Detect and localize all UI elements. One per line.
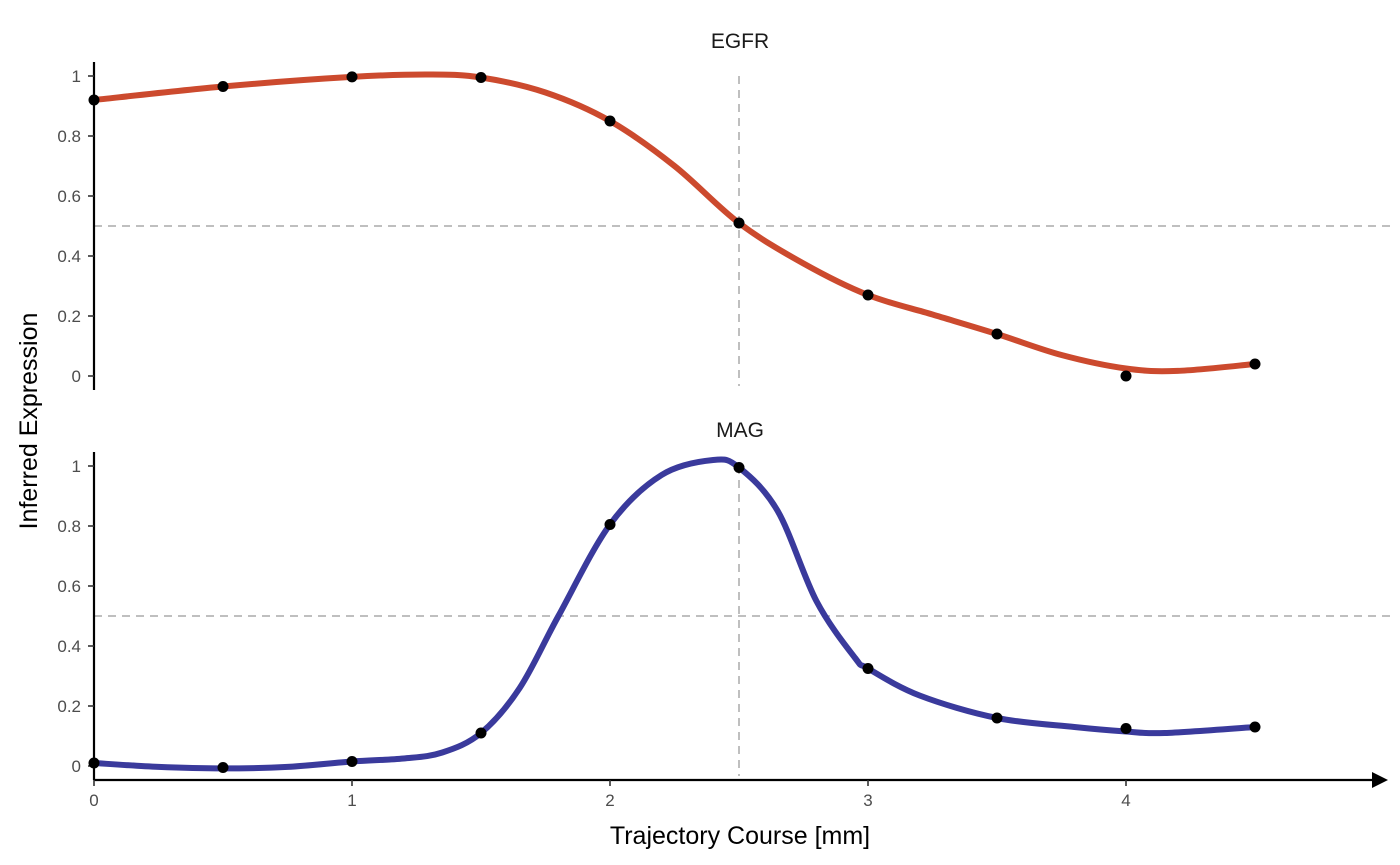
y-tick-label: 0.2 <box>57 697 81 716</box>
data-point <box>1120 723 1132 734</box>
data-point <box>862 289 874 301</box>
panel-title: EGFR <box>711 30 769 53</box>
x-axis: 0 1 2 3 4 <box>89 772 1388 810</box>
series-line-mag <box>91 456 1258 772</box>
data-point <box>733 462 745 473</box>
x-tick-label: 1 <box>347 791 356 810</box>
y-tick-label: 0.6 <box>57 187 81 206</box>
y-tick-label: 0.8 <box>57 517 81 536</box>
y-tick-label: 0.4 <box>57 247 81 266</box>
x-tick-label: 0 <box>89 791 98 810</box>
y-tick-label: 0.8 <box>57 127 81 146</box>
y-tick-label: 0 <box>72 757 81 776</box>
y-axis-title: Inferred Expression <box>15 313 43 530</box>
y-tick-label: 1 <box>72 457 81 476</box>
panel-title: MAG <box>716 419 764 442</box>
y-tick-label: 0 <box>72 367 81 386</box>
series-line-egfr <box>91 71 1258 375</box>
data-point <box>346 756 358 767</box>
data-point <box>217 762 229 773</box>
data-point <box>1249 358 1261 370</box>
data-point <box>475 72 487 83</box>
y-tick-label: 0.4 <box>57 637 81 656</box>
data-point <box>733 217 745 229</box>
data-point <box>862 663 874 674</box>
x-axis-arrow-icon <box>1372 772 1388 788</box>
x-axis-title: Trajectory Course [mm] <box>610 822 870 850</box>
x-tick-label: 3 <box>863 791 872 810</box>
data-point <box>991 712 1003 724</box>
data-point <box>604 519 616 530</box>
data-point <box>1120 370 1132 382</box>
y-tick-label: 0.6 <box>57 577 81 596</box>
data-point <box>217 81 229 92</box>
data-point <box>346 71 358 83</box>
data-point <box>1249 721 1261 733</box>
x-tick-label: 2 <box>605 791 614 810</box>
panel-egfr: 0 0.2 0.4 0.6 0.8 1 EGFR <box>57 30 1393 390</box>
data-point <box>604 115 616 127</box>
y-tick-label: 0.2 <box>57 307 81 326</box>
panel-mag: 0 0.2 0.4 0.6 0.8 1 MAG <box>57 419 1393 780</box>
x-tick-label: 4 <box>1121 791 1130 810</box>
data-point <box>88 94 100 106</box>
y-tick-label: 1 <box>72 67 81 86</box>
data-point <box>88 757 100 769</box>
data-point <box>475 727 487 739</box>
data-point <box>991 328 1003 340</box>
